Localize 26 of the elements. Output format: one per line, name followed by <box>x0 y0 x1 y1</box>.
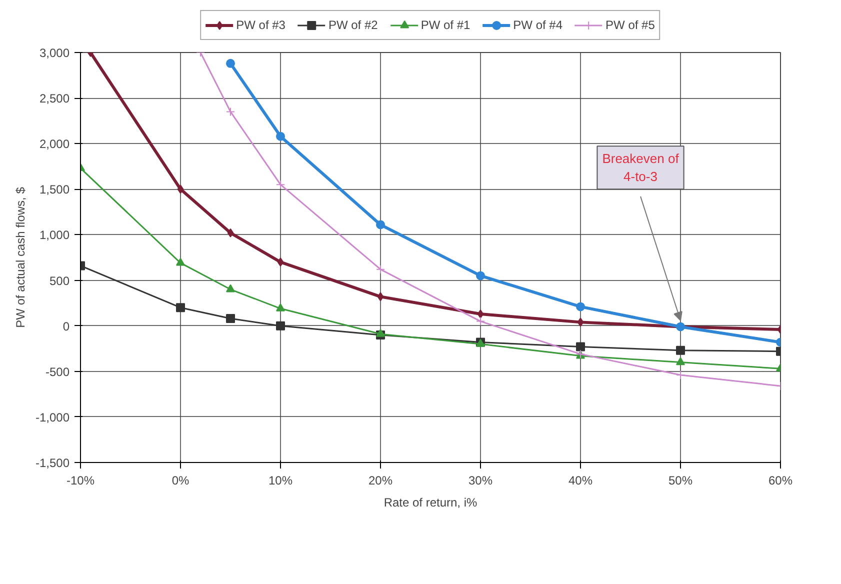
y-tick-label: 1,000 <box>39 228 70 242</box>
y-tick-label: 0 <box>62 319 70 334</box>
y-tick-label: -1,000 <box>35 410 70 424</box>
legend-label: PW of #4 <box>513 18 563 32</box>
x-tick-label: 10% <box>268 474 293 488</box>
y-tick-label: 1,500 <box>39 182 70 197</box>
legend-label: PW of #1 <box>420 18 470 32</box>
y-tick-label: 3,000 <box>39 46 70 60</box>
x-tick-label: 30% <box>468 474 493 488</box>
x-tick-label: 0% <box>172 474 190 488</box>
x-axis-title: Rate of return, i% <box>384 496 478 510</box>
legend-label: PW of #3 <box>236 18 286 32</box>
x-tick-label: -10% <box>66 474 95 488</box>
y-tick-label: -1,500 <box>35 456 70 470</box>
x-tick-label: 20% <box>368 474 393 488</box>
annotation: Breakeven of 4-to-3 <box>602 151 680 184</box>
legend-label: PW of #5 <box>606 18 655 32</box>
x-tick-label: 40% <box>568 474 593 488</box>
y-tick-label: 500 <box>49 274 70 288</box>
y-tick-label: -500 <box>45 364 70 379</box>
x-tick-label: 50% <box>668 474 693 488</box>
y-axis-title: PW of actual cash flows, $ <box>13 186 28 328</box>
x-tick-label: 60% <box>768 474 793 488</box>
legend-label: PW of #2 <box>328 18 378 32</box>
y-tick-label: 2,000 <box>39 137 70 152</box>
y-tick-label: 2,500 <box>39 92 70 106</box>
